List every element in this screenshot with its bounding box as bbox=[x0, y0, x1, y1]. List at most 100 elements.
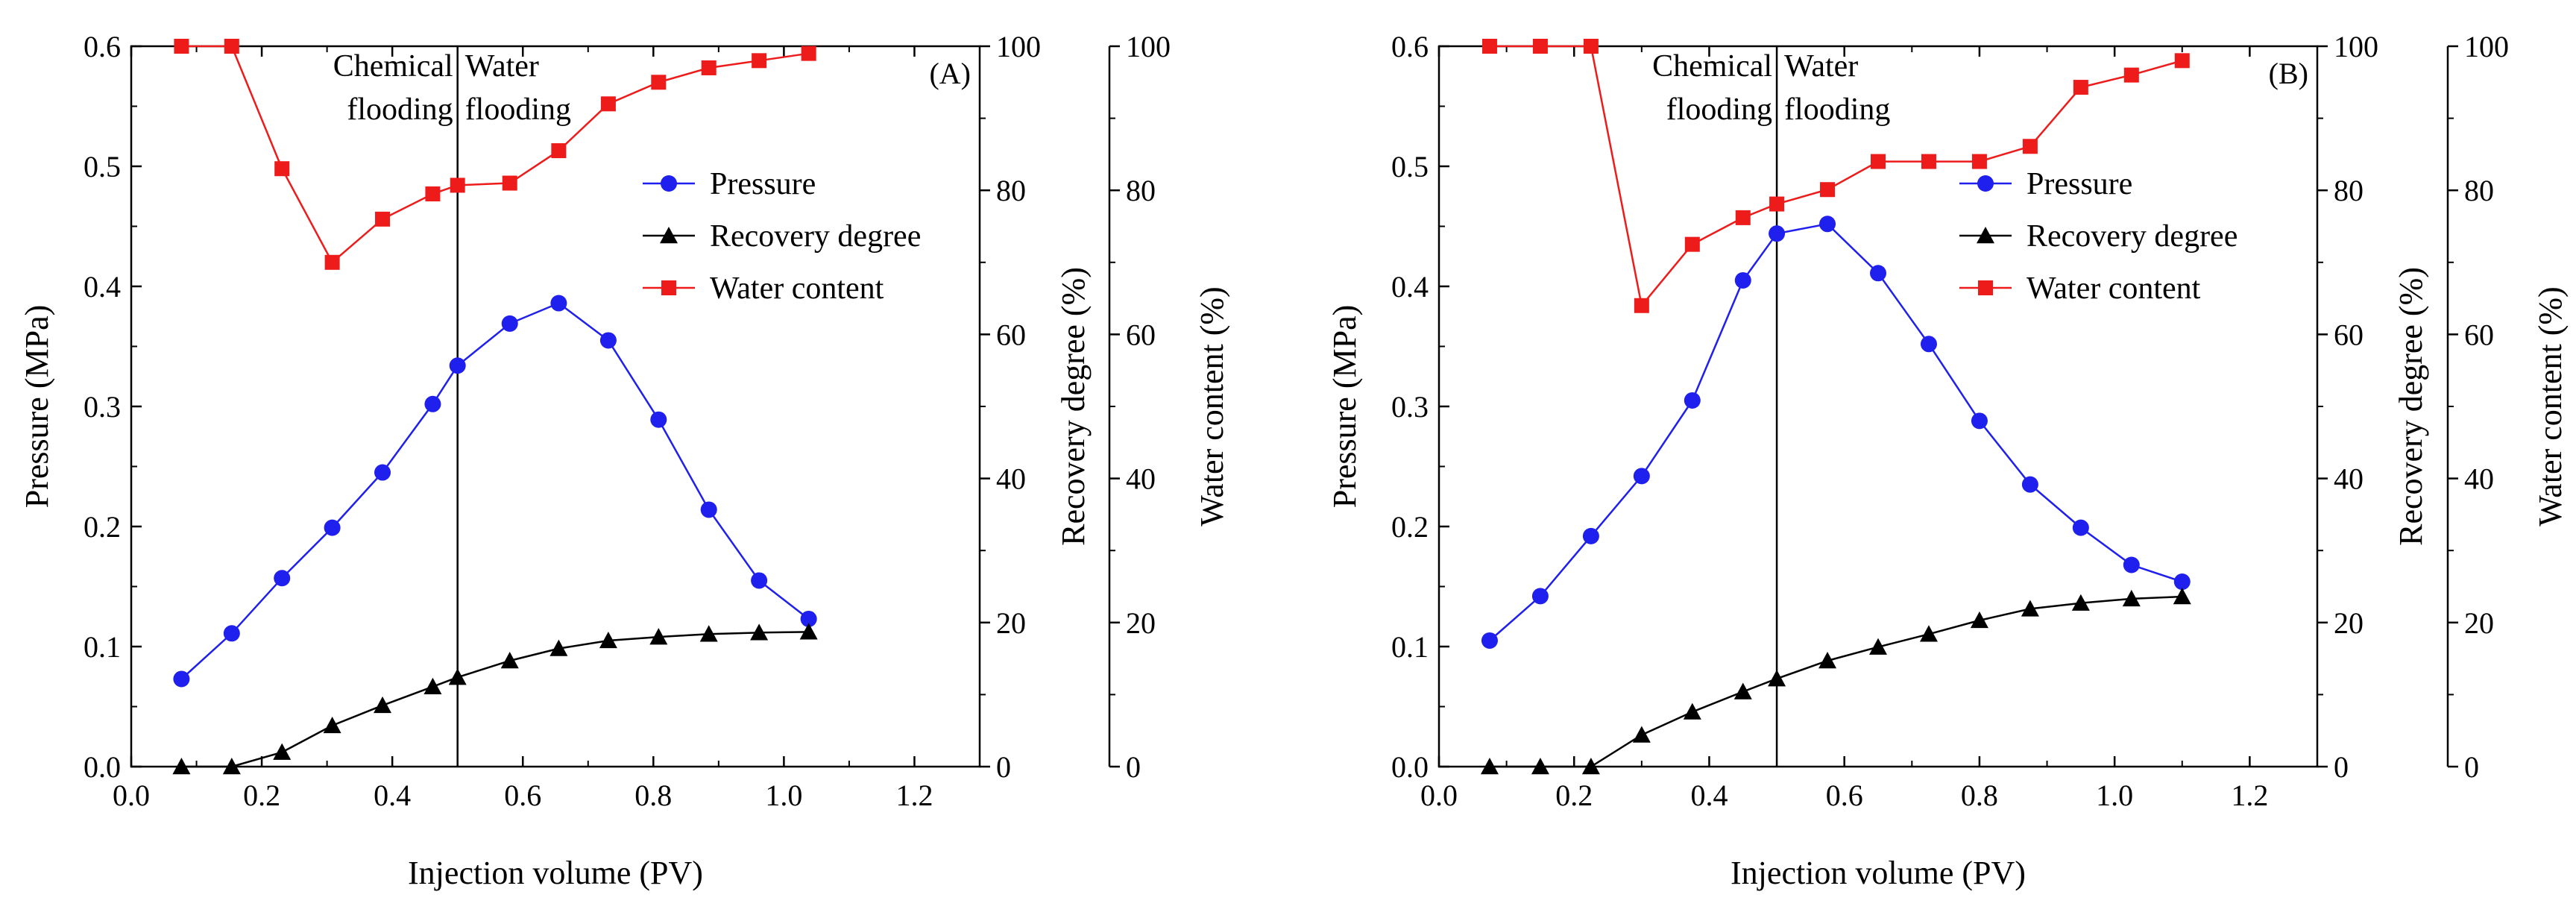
data-point-triangle bbox=[222, 758, 241, 775]
data-point-circle bbox=[1971, 412, 1988, 430]
data-point-circle bbox=[173, 670, 190, 688]
annotation-water-flooding: Water bbox=[465, 49, 539, 84]
y-left-axis-title: Pressure (MPa) bbox=[19, 305, 55, 509]
x-tick-label: 1.0 bbox=[765, 779, 802, 812]
y-right1-tick-label: 0 bbox=[996, 750, 1011, 784]
panel-label: (B) bbox=[2269, 57, 2308, 90]
legend: Pressure Recovery degree Water content bbox=[643, 167, 921, 306]
data-point-circle bbox=[449, 357, 466, 374]
data-point-square bbox=[801, 45, 816, 61]
y-left-tick-label: 0.3 bbox=[1391, 390, 1429, 424]
data-point-triangle bbox=[1683, 702, 1701, 720]
data-point-circle bbox=[599, 332, 617, 349]
data-point-square bbox=[1481, 39, 1497, 54]
legend-marker-circle bbox=[1977, 175, 1994, 192]
y-right1-tick-label: 60 bbox=[2334, 318, 2364, 351]
data-point-circle bbox=[374, 464, 391, 481]
y-left-tick-label: 0.5 bbox=[84, 150, 121, 183]
data-point-triangle bbox=[448, 668, 467, 685]
y-left-tick-label: 0.3 bbox=[84, 390, 121, 424]
x-axis-title: Injection volume (PV) bbox=[408, 855, 703, 891]
data-point-triangle bbox=[2071, 594, 2090, 611]
x-tick-label: 0.4 bbox=[1690, 779, 1728, 812]
chart-panel-b: 0.0 0.2 0.4 0.6 0.8 1.0 1.2 0.0 0.1 0.2 0.3 0.4 0.5 0… bbox=[1326, 30, 2569, 891]
data-point-square bbox=[450, 177, 465, 193]
legend-label: Water content bbox=[2027, 271, 2201, 306]
data-point-square bbox=[502, 175, 517, 191]
data-point-circle bbox=[1531, 588, 1549, 605]
data-point-circle bbox=[650, 411, 667, 428]
y-right2-tick-label: 40 bbox=[2464, 462, 2494, 496]
y-right2-tick-label: 100 bbox=[2464, 30, 2509, 63]
data-point-circle bbox=[2123, 556, 2140, 573]
x-tick-label: 0.2 bbox=[243, 779, 280, 812]
data-point-square bbox=[1769, 196, 1785, 212]
annotation-chemical-flooding: Chemical bbox=[333, 49, 453, 84]
y-right1-tick-label: 80 bbox=[996, 174, 1026, 207]
annotation-chemical-flooding: flooding bbox=[347, 92, 453, 127]
data-point-triangle bbox=[323, 716, 341, 734]
y-right2-tick-label: 0 bbox=[2464, 750, 2479, 784]
y-right1-tick-label: 40 bbox=[996, 462, 1026, 496]
data-point-triangle bbox=[2122, 589, 2141, 607]
data-point-triangle bbox=[1919, 625, 1938, 642]
legend-marker-square bbox=[1978, 280, 1993, 295]
data-point-triangle bbox=[172, 758, 191, 775]
annotation-chemical-flooding: flooding bbox=[1666, 92, 1772, 127]
data-point-triangle bbox=[374, 696, 392, 714]
y-left-tick-label: 0.0 bbox=[84, 750, 121, 784]
y-right1-tick-label: 20 bbox=[2334, 606, 2364, 640]
legend-label: Recovery degree bbox=[710, 219, 921, 254]
annotation-chemical-flooding: Chemical bbox=[1652, 49, 1772, 84]
y-right2-tick-label: 100 bbox=[1126, 30, 1171, 63]
y-right1-tick-label: 60 bbox=[996, 318, 1026, 351]
data-point-square bbox=[224, 39, 239, 54]
y-right2-axis-title: Water content (%) bbox=[1194, 286, 1230, 526]
legend-label: Pressure bbox=[710, 167, 816, 201]
data-point-circle bbox=[550, 295, 567, 312]
series-recovery-degree bbox=[172, 623, 818, 775]
x-tick-label: 0.0 bbox=[113, 779, 150, 812]
legend-label: Recovery degree bbox=[2027, 219, 2238, 254]
y-left-tick-label: 0.0 bbox=[1391, 750, 1429, 784]
data-point-square bbox=[1921, 154, 1936, 169]
y-right1-tick-label: 0 bbox=[2334, 750, 2349, 784]
x-tick-label: 0.8 bbox=[1961, 779, 1998, 812]
y-right1-tick-label: 80 bbox=[2334, 174, 2364, 207]
data-point-triangle bbox=[750, 623, 769, 641]
annotation-water-flooding: Water bbox=[1784, 49, 1858, 84]
data-point-square bbox=[1583, 39, 1599, 54]
legend-label: Water content bbox=[710, 271, 884, 306]
data-point-square bbox=[600, 96, 616, 112]
x-tick-label: 0.4 bbox=[374, 779, 411, 812]
data-point-triangle bbox=[2021, 600, 2039, 617]
data-point-square bbox=[1971, 154, 1987, 169]
series-line bbox=[180, 302, 810, 680]
series-pressure bbox=[173, 295, 817, 688]
data-point-triangle bbox=[649, 628, 668, 645]
y-left-axis-title: Pressure (MPa) bbox=[1326, 305, 1363, 509]
data-point-circle bbox=[2173, 573, 2191, 591]
y-right2-tick-label: 40 bbox=[1126, 462, 1156, 496]
y-left-tick-label: 0.4 bbox=[84, 270, 121, 304]
data-point-circle bbox=[1819, 216, 1836, 233]
data-point-triangle bbox=[1531, 758, 1549, 775]
legend-label: Pressure bbox=[2027, 167, 2132, 201]
series-line bbox=[181, 631, 809, 768]
y-right2-tick-label: 20 bbox=[2464, 606, 2494, 640]
data-point-triangle bbox=[1733, 682, 1752, 700]
y-right2-tick-label: 60 bbox=[2464, 318, 2494, 351]
data-point-triangle bbox=[2173, 588, 2191, 605]
y-right2-axis-title: Water content (%) bbox=[2532, 286, 2569, 526]
data-point-square bbox=[2123, 67, 2139, 83]
y-left-tick-label: 0.2 bbox=[84, 510, 121, 544]
annotation-water-flooding: flooding bbox=[1784, 92, 1890, 127]
legend-marker-circle bbox=[661, 175, 677, 192]
data-point-square bbox=[1820, 182, 1836, 198]
y-right1-tick-label: 100 bbox=[996, 30, 1041, 63]
data-point-circle bbox=[2021, 476, 2038, 493]
data-point-circle bbox=[501, 315, 518, 332]
data-point-square bbox=[2022, 139, 2038, 154]
